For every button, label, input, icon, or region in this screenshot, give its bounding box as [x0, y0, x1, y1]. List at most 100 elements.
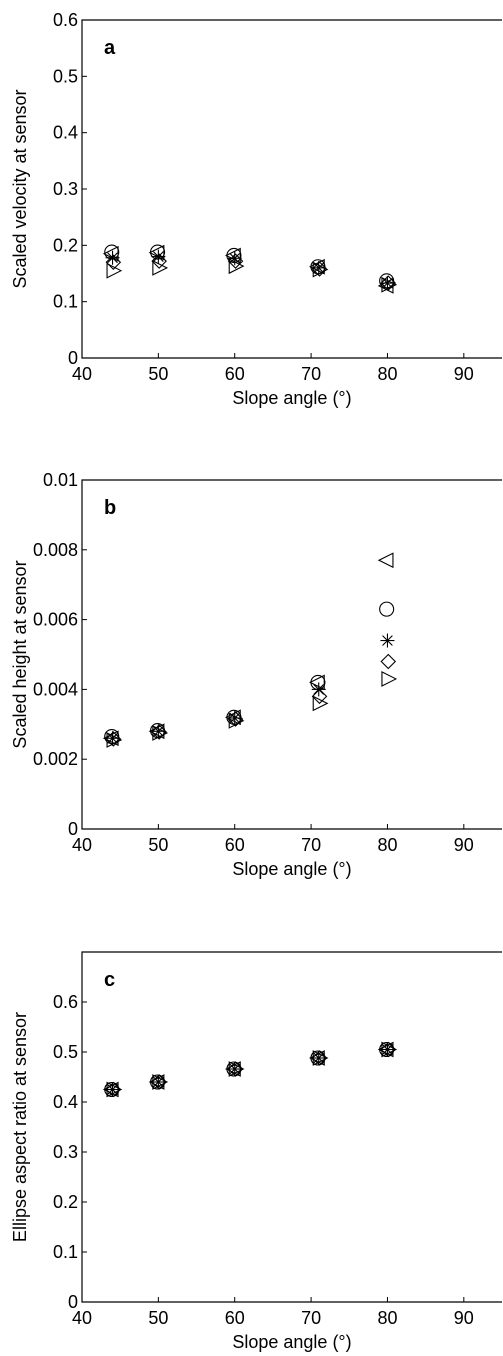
- data-point-triangle-right: [106, 262, 123, 279]
- y-axis-label: Scaled velocity at sensor: [10, 89, 30, 288]
- data-point-triangle-left: [224, 247, 241, 264]
- data-point-triangle-left: [377, 552, 394, 569]
- data-point-triangle-right: [106, 1081, 123, 1098]
- data-point-asterisk: [311, 1051, 326, 1065]
- data-point-triangle-right: [152, 725, 169, 741]
- data-point-triangle-right: [106, 732, 123, 748]
- x-tick-label: 60: [225, 835, 245, 855]
- panel-letter: a: [104, 37, 116, 59]
- chart-panel-a: 40 50 60 70 80 90 0 0.1 0.2 0.3 0.4 0.5 0.6 a Slope an…: [10, 10, 502, 408]
- data-point-triangle-right: [381, 1041, 398, 1058]
- x-tick-label: 70: [301, 835, 321, 855]
- data-point-triangle-right: [381, 276, 398, 293]
- axis-frame: [81, 951, 502, 1303]
- y-tick-label: 0.5: [53, 1042, 78, 1062]
- data-point-asterisk: [151, 1075, 166, 1089]
- data-point-asterisk: [380, 633, 395, 648]
- x-tick-label: 90: [454, 1308, 474, 1328]
- data-point-triangle-left: [308, 674, 325, 691]
- x-tick-label: 40: [72, 835, 92, 855]
- axis-frame: [81, 479, 502, 830]
- data-point-circle: [150, 244, 166, 260]
- data-point-asterisk: [380, 1042, 395, 1057]
- y-tick-label: 0.01: [43, 470, 78, 490]
- x-tick-label: 50: [148, 835, 168, 855]
- data-point-diamond: [380, 275, 397, 291]
- x-tick-label: 80: [377, 364, 397, 384]
- panel-letter: b: [104, 497, 116, 519]
- data-point-triangle-right: [381, 671, 398, 687]
- data-point-diamond: [311, 1050, 328, 1066]
- x-tick-label: 40: [72, 364, 92, 384]
- data-point-diamond: [105, 731, 122, 747]
- x-axis-label: Slope angle (°): [232, 388, 351, 408]
- x-tick-label: 80: [377, 1308, 397, 1328]
- y-tick-label: 0.2: [53, 1192, 78, 1212]
- y-axis-label: Scaled height at sensor: [10, 560, 30, 748]
- data-point-asterisk: [105, 250, 120, 265]
- data-point-circle: [310, 674, 326, 690]
- x-tick-label: 80: [377, 835, 397, 855]
- data-point-asterisk: [227, 1062, 242, 1076]
- data-point-triangle-right: [152, 1074, 169, 1090]
- data-point-triangle-right: [152, 259, 169, 276]
- data-point-diamond: [311, 261, 328, 277]
- panel-letter: c: [104, 969, 115, 991]
- x-tick-label: 50: [148, 364, 168, 384]
- y-tick-label: 0.3: [53, 1142, 78, 1162]
- data-point-triangle-right: [312, 1050, 329, 1066]
- x-tick-label: 70: [301, 364, 321, 384]
- x-tick-label: 60: [225, 364, 245, 384]
- y-tick-label: 0.6: [53, 992, 78, 1012]
- data-point-diamond: [227, 711, 244, 727]
- chart-panel-b: 40 50 60 70 80 90 0 0.002 0.004 0.006 0.008 0.01 b Sl…: [10, 470, 502, 879]
- data-point-asterisk: [151, 249, 166, 264]
- data-point-asterisk: [105, 1082, 120, 1097]
- y-tick-label: 0.2: [53, 235, 78, 255]
- data-point-diamond: [151, 724, 167, 740]
- axis-frame: [81, 19, 502, 359]
- data-point-circle: [379, 601, 395, 617]
- data-point-asterisk: [311, 682, 326, 697]
- x-tick-label: 50: [148, 1308, 168, 1328]
- y-tick-label: 0.4: [53, 1092, 78, 1112]
- y-tick-label: 0: [68, 1292, 78, 1312]
- x-tick-label: 60: [225, 1308, 245, 1328]
- data-point-diamond: [105, 1081, 122, 1098]
- data-point-diamond: [311, 688, 328, 705]
- data-point-triangle-right: [228, 712, 245, 729]
- data-point-diamond: [151, 253, 167, 269]
- y-tick-label: 0.008: [33, 540, 78, 560]
- y-tick-label: 0.1: [53, 292, 78, 312]
- y-tick-label: 0.4: [53, 123, 78, 143]
- data-point-diamond: [227, 1061, 244, 1077]
- y-tick-label: 0.6: [53, 10, 78, 30]
- data-point-diamond: [105, 254, 122, 271]
- x-axis-label: Slope angle (°): [232, 859, 351, 879]
- y-tick-label: 0.5: [53, 66, 78, 86]
- y-tick-label: 0.002: [33, 749, 78, 769]
- y-tick-label: 0.004: [33, 679, 78, 699]
- data-point-diamond: [151, 1074, 167, 1090]
- y-tick-label: 0: [68, 348, 78, 368]
- data-point-diamond: [227, 253, 244, 269]
- x-tick-label: 40: [72, 1308, 92, 1328]
- data-point-triangle-right: [312, 695, 329, 712]
- data-point-circle: [226, 247, 242, 264]
- data-point-triangle-right: [312, 261, 329, 278]
- x-tick-label: 70: [301, 1308, 321, 1328]
- data-point-asterisk: [227, 251, 242, 266]
- y-tick-label: 0.3: [53, 179, 78, 199]
- chart-panel-c: 40 50 60 70 80 90 0 0.1 0.2 0.3 0.4 0.5 0.6 c Slope an…: [10, 951, 502, 1352]
- y-axis-label: Ellipse aspect ratio at sensor: [10, 1012, 30, 1242]
- data-point-triangle-right: [228, 258, 245, 275]
- y-tick-label: 0.006: [33, 610, 78, 630]
- data-point-triangle-right: [228, 1061, 245, 1077]
- data-point-circle: [104, 728, 120, 745]
- x-axis-label: Slope angle (°): [232, 1332, 351, 1352]
- y-tick-label: 0: [68, 819, 78, 839]
- data-point-diamond: [380, 1041, 397, 1058]
- x-tick-label: 90: [454, 364, 474, 384]
- data-point-diamond: [380, 653, 397, 670]
